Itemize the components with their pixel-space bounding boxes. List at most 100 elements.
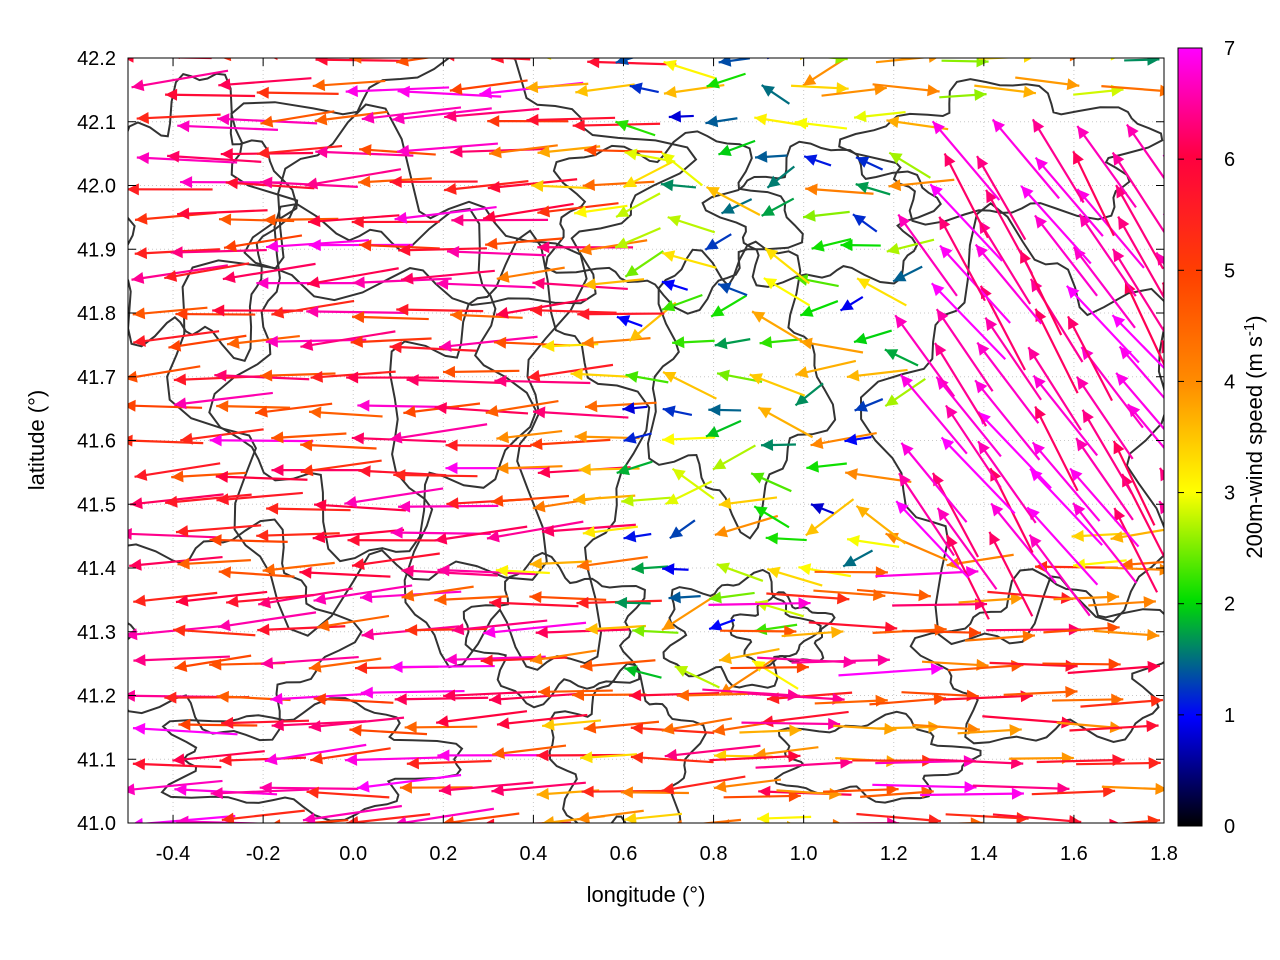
wind-vector	[974, 243, 1043, 325]
wind-vector-head	[131, 272, 145, 284]
wind-vector	[491, 781, 586, 797]
wind-vector-head	[406, 757, 420, 770]
wind-vector-shaft	[537, 689, 613, 694]
wind-vector-head	[262, 563, 276, 576]
wind-vector	[527, 363, 614, 382]
wind-vector-shaft	[1120, 560, 1164, 567]
wind-vector-head	[1073, 503, 1086, 517]
wind-vector-shaft	[266, 507, 351, 512]
wind-vector-head	[446, 497, 459, 510]
wind-vector-head	[361, 111, 375, 124]
wind-vector	[852, 213, 878, 233]
wind-vector-head	[390, 660, 403, 673]
wind-vector-head	[1077, 125, 1090, 140]
wind-vector-head	[968, 626, 981, 639]
wind-vector-shaft	[897, 213, 958, 297]
wind-vector	[662, 563, 689, 576]
wind-vector	[572, 119, 661, 132]
wind-vector-head	[831, 626, 844, 639]
wind-vector-head	[300, 464, 314, 477]
wind-vector-head	[1073, 151, 1084, 165]
wind-vector	[257, 587, 353, 609]
wind-vector	[260, 369, 336, 382]
wind-vector	[1115, 372, 1164, 431]
wind-vector-shaft	[396, 142, 498, 153]
wind-vector	[753, 505, 790, 529]
wind-vector	[791, 82, 849, 95]
colorbar-tick-label: 0	[1224, 816, 1235, 838]
wind-vector-head	[616, 463, 630, 476]
wind-vector	[806, 460, 847, 473]
wind-vector	[761, 197, 795, 217]
wind-vector	[529, 591, 607, 604]
wind-vector-head	[271, 306, 285, 319]
wind-vector-head	[854, 400, 868, 412]
x-tick-label: 1.6	[1060, 843, 1088, 865]
wind-vector-shaft	[775, 824, 844, 825]
wind-vector-head	[884, 349, 899, 361]
wind-vector-head	[308, 720, 322, 733]
wind-vector-head	[718, 497, 732, 510]
wind-vector-head	[485, 818, 495, 823]
wind-vector-shaft	[930, 282, 1007, 361]
y-axis: 41.0 41.1 41.2 41.3 41.4 41.5 41.6 41.7 41.8 41.9…	[77, 48, 1164, 835]
wind-vector	[315, 146, 414, 159]
wind-vector-shaft	[535, 628, 630, 634]
y-tick-label: 42.2	[77, 48, 116, 70]
wind-vector-head	[359, 144, 372, 157]
wind-vector-head	[937, 507, 950, 522]
wind-vector-shaft	[265, 53, 351, 55]
wind-vector-shaft	[539, 49, 593, 56]
wind-vector	[661, 775, 746, 795]
wind-vector-shaft	[216, 491, 303, 502]
wind-vector-head	[1116, 372, 1129, 386]
wind-vector-head	[255, 405, 268, 418]
wind-vector-head	[716, 562, 730, 574]
colorbar-tick-label: 3	[1224, 483, 1235, 505]
wind-vector-head	[351, 432, 365, 445]
wind-vector-head	[974, 88, 987, 101]
wind-vector-shaft	[577, 312, 665, 316]
wind-vector	[1110, 58, 1116, 61]
wind-vector	[577, 308, 665, 321]
wind-vector	[621, 494, 671, 507]
wind-vector	[313, 499, 407, 512]
wind-vector-head	[587, 58, 600, 69]
wind-vector-head	[663, 85, 677, 98]
wind-vector	[1124, 58, 1160, 66]
x-tick-label: 1.8	[1150, 843, 1178, 865]
wind-vector	[977, 440, 1037, 524]
wind-vector-head	[309, 406, 322, 419]
wind-vector	[1101, 84, 1164, 97]
wind-vector-head	[630, 751, 644, 764]
wind-vector-head	[572, 119, 585, 132]
wind-vector	[490, 494, 570, 507]
wind-vector-shaft	[482, 58, 531, 61]
wind-vector-shaft	[988, 531, 1034, 617]
wind-vector-shaft	[1034, 214, 1098, 297]
wind-vector-head	[901, 442, 914, 456]
wind-vector-head	[857, 278, 871, 290]
wind-vector-head	[351, 215, 364, 228]
wind-vector-head	[918, 589, 931, 602]
wind-vector-head	[575, 84, 589, 97]
wind-vector-shaft	[1119, 822, 1122, 823]
wind-vector-head	[964, 781, 977, 794]
wind-vector-head	[763, 278, 778, 290]
wind-vector-head	[266, 502, 279, 515]
wind-vector	[256, 144, 343, 159]
wind-vector	[225, 593, 314, 608]
wind-vector-head	[531, 179, 544, 192]
wind-vector-head	[893, 270, 907, 282]
wind-vector-shaft	[1112, 440, 1156, 526]
wind-vector-shaft	[490, 494, 570, 503]
wind-vector	[389, 175, 478, 188]
wind-vector-shaft	[938, 216, 986, 302]
colorbar-tick-label: 5	[1224, 260, 1235, 282]
wind-vector-head	[767, 175, 781, 188]
wind-vector-head	[1159, 501, 1164, 515]
wind-vector-shaft	[943, 153, 989, 239]
wind-vector	[623, 431, 652, 444]
wind-vector	[623, 160, 675, 189]
wind-vector-shaft	[489, 601, 579, 608]
